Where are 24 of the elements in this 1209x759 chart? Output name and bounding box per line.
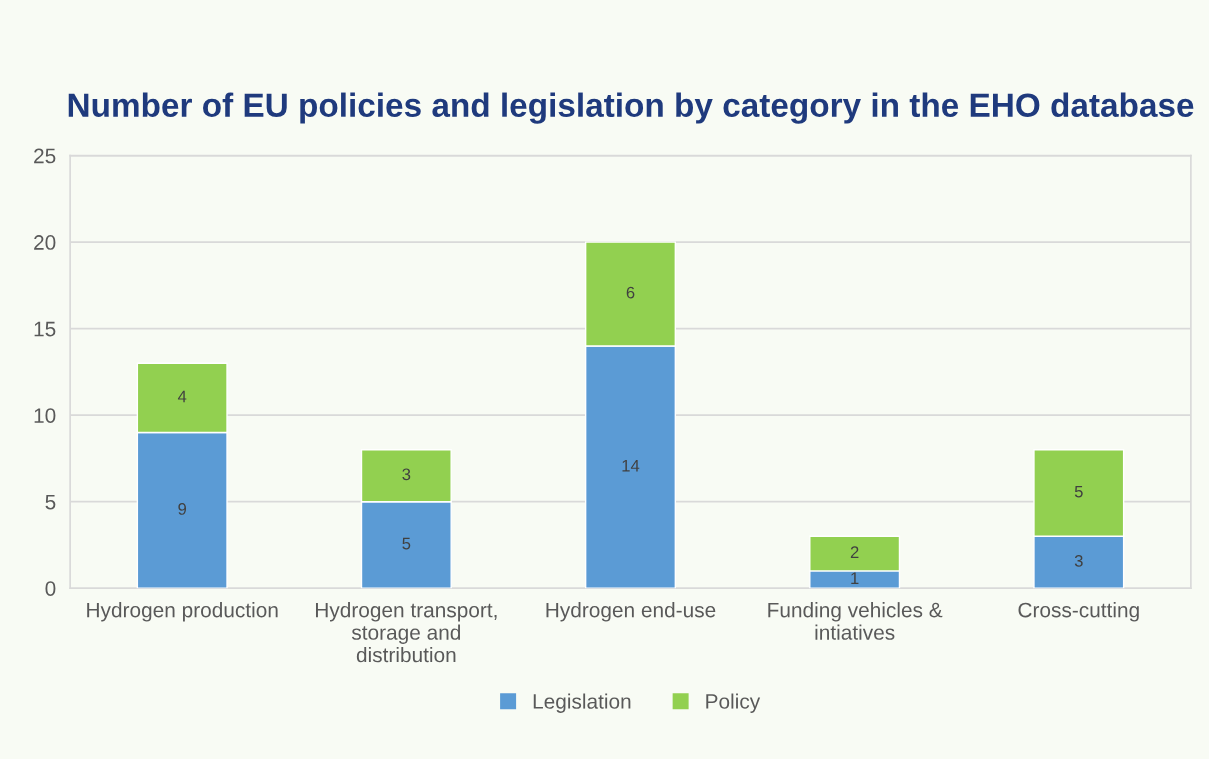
chart-title: Number of EU policies and legislation by category in the EHO database	[68, 92, 1194, 124]
x-tick-label: Hydrogen end-use	[546, 602, 716, 622]
data-label: 4	[177, 390, 187, 403]
y-tick-label: 15	[34, 321, 56, 337]
data-label: 2	[850, 546, 859, 558]
legend-label: Legislation	[533, 693, 631, 713]
x-tick-label: Cross-cutting	[1018, 602, 1139, 622]
y-tick-label: 10	[34, 408, 56, 423]
data-label: 1	[851, 572, 859, 584]
y-tick-label: 20	[34, 235, 56, 250]
data-label: 3	[1074, 554, 1083, 567]
y-tick-label: 25	[34, 148, 56, 164]
x-tick-label: Hydrogen transport, storage and distribution	[316, 602, 497, 663]
data-label: 5	[402, 537, 411, 550]
legend-label: Policy	[706, 693, 761, 713]
x-tick-label: Hydrogen production	[87, 602, 278, 622]
data-label: 14	[622, 459, 640, 472]
x-tick-label: Funding vehicles & intiatives	[768, 602, 943, 640]
data-label: 9	[178, 503, 187, 515]
data-label: 6	[626, 286, 635, 299]
y-tick-label: 0	[45, 581, 56, 596]
y-tick-label: 5	[45, 494, 56, 510]
data-label: 5	[1074, 485, 1083, 498]
data-label: 3	[402, 468, 411, 481]
